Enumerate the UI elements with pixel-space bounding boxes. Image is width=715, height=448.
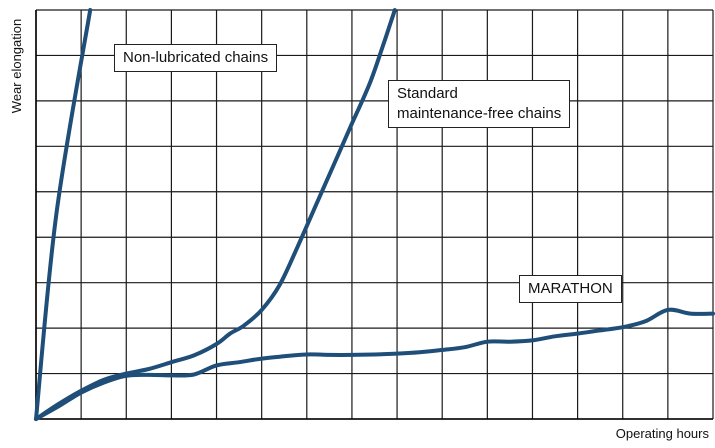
label-non-lubricated-chains: Non-lubricated chains [114,44,278,72]
x-axis-label: Operating hours [615,426,709,441]
series-line-non-lubricated [34,8,93,421]
series-line-standard [34,8,397,421]
label-standard-chains-line2: maintenance-free chains [397,105,562,122]
label-standard-chains: Standard maintenance-free chains [388,80,571,128]
y-axis-label: Wear elongation [9,18,24,114]
grid [35,9,714,420]
series-lines [34,8,715,421]
label-standard-chains-line1: Standard [397,85,458,102]
label-marathon: MARATHON [519,275,622,303]
series-line-marathon [34,307,715,421]
